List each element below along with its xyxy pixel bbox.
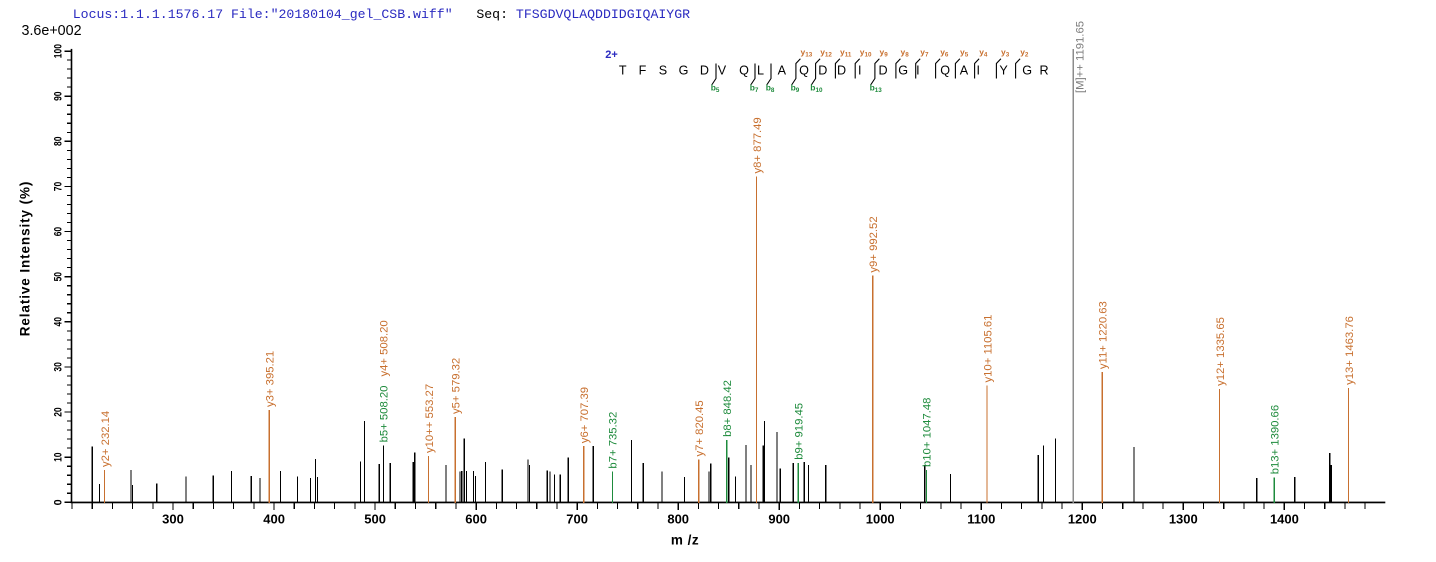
svg-text:b7+ 735.32: b7+ 735.32	[608, 412, 620, 469]
svg-text:Y: Y	[999, 64, 1008, 78]
svg-text:40: 40	[52, 317, 64, 326]
svg-text:b8+ 848.42: b8+ 848.42	[722, 380, 734, 437]
svg-text:y11: y11	[840, 47, 852, 58]
svg-text:I: I	[858, 64, 862, 78]
svg-text:m /z: m /z	[671, 533, 699, 548]
svg-text:60: 60	[52, 227, 64, 236]
svg-text:F: F	[639, 64, 647, 78]
svg-text:y8+ 877.49: y8+ 877.49	[752, 117, 764, 173]
svg-text:800: 800	[667, 512, 689, 527]
svg-text:Relative Intensity (%): Relative Intensity (%)	[18, 181, 33, 337]
svg-text:b9+ 919.45: b9+ 919.45	[794, 403, 806, 460]
svg-text:L: L	[757, 64, 764, 78]
svg-text:y2: y2	[1020, 47, 1029, 58]
svg-text:y12: y12	[820, 47, 832, 58]
svg-text:y9: y9	[880, 47, 889, 58]
svg-text:y10+ 1105.61: y10+ 1105.61	[982, 315, 994, 383]
svg-text:y3+ 395.21: y3+ 395.21	[265, 351, 277, 407]
svg-text:b10: b10	[810, 83, 823, 95]
svg-text:A: A	[778, 64, 787, 78]
svg-text:y7+ 820.45: y7+ 820.45	[694, 400, 706, 456]
svg-text:y13+ 1463.76: y13+ 1463.76	[1344, 316, 1356, 385]
svg-text:1000: 1000	[866, 512, 895, 527]
svg-text:10: 10	[52, 453, 64, 462]
svg-text:1200: 1200	[1068, 512, 1097, 527]
svg-text:2+: 2+	[605, 49, 618, 61]
svg-text:50: 50	[52, 272, 64, 281]
svg-text:b5+ 508.20: b5+ 508.20	[379, 386, 391, 443]
svg-text:y6+ 707.39: y6+ 707.39	[579, 387, 591, 443]
svg-text:T: T	[619, 64, 627, 78]
svg-text:b8: b8	[766, 83, 775, 95]
svg-text:400: 400	[263, 512, 285, 527]
svg-text:y10++ 553.27: y10++ 553.27	[424, 384, 436, 453]
svg-text:V: V	[718, 64, 727, 78]
svg-text:y5: y5	[960, 47, 969, 58]
svg-text:b9: b9	[791, 83, 800, 95]
svg-text:D: D	[700, 64, 709, 78]
svg-text:[M]++ 1191.65: [M]++ 1191.65	[1075, 21, 1087, 93]
svg-text:R: R	[1040, 64, 1049, 78]
svg-text:Q: Q	[799, 64, 809, 78]
svg-text:300: 300	[162, 512, 184, 527]
svg-text:70: 70	[52, 182, 64, 191]
svg-text:y4: y4	[979, 47, 988, 58]
svg-text:30: 30	[52, 362, 64, 371]
svg-text:1300: 1300	[1169, 512, 1198, 527]
svg-text:y9+ 992.52: y9+ 992.52	[868, 216, 880, 272]
svg-text:I: I	[976, 64, 980, 78]
svg-text:1400: 1400	[1270, 512, 1299, 527]
svg-text:y5+ 579.32: y5+ 579.32	[451, 358, 463, 414]
svg-text:b7: b7	[750, 83, 759, 95]
svg-text:80: 80	[52, 137, 64, 146]
svg-text:y4+ 508.20: y4+ 508.20	[379, 320, 391, 376]
svg-text:1100: 1100	[967, 512, 995, 527]
svg-text:y7: y7	[920, 47, 929, 58]
svg-text:b10+ 1047.48: b10+ 1047.48	[922, 398, 934, 467]
svg-text:20: 20	[52, 407, 64, 416]
svg-text:100: 100	[52, 44, 64, 58]
svg-text:y8: y8	[901, 47, 910, 58]
svg-text:G: G	[1022, 64, 1032, 78]
svg-text:y12+ 1335.65: y12+ 1335.65	[1215, 317, 1227, 386]
svg-text:G: G	[679, 64, 689, 78]
svg-text:0: 0	[52, 499, 64, 505]
svg-text:G: G	[898, 64, 908, 78]
svg-text:S: S	[659, 64, 667, 78]
svg-text:b13+ 1390.66: b13+ 1390.66	[1270, 405, 1282, 474]
svg-text:y2+ 232.14: y2+ 232.14	[100, 411, 112, 467]
svg-text:D: D	[878, 64, 887, 78]
svg-text:Q: Q	[940, 64, 950, 78]
svg-text:b5: b5	[711, 83, 720, 95]
svg-text:y11+ 1220.63: y11+ 1220.63	[1098, 301, 1110, 369]
svg-text:y3: y3	[1001, 47, 1010, 58]
svg-text:500: 500	[364, 512, 386, 527]
svg-text:y13: y13	[801, 47, 813, 58]
svg-text:Q: Q	[739, 64, 749, 78]
svg-text:y6: y6	[940, 47, 949, 58]
svg-text:600: 600	[465, 512, 487, 527]
svg-text:y10: y10	[860, 47, 872, 58]
svg-text:90: 90	[52, 92, 64, 101]
svg-text:700: 700	[566, 512, 588, 527]
svg-text:b13: b13	[870, 83, 883, 95]
svg-text:D: D	[818, 64, 827, 78]
svg-text:D: D	[837, 64, 846, 78]
svg-text:A: A	[960, 64, 969, 78]
svg-text:900: 900	[768, 512, 790, 527]
svg-text:I: I	[916, 64, 920, 78]
